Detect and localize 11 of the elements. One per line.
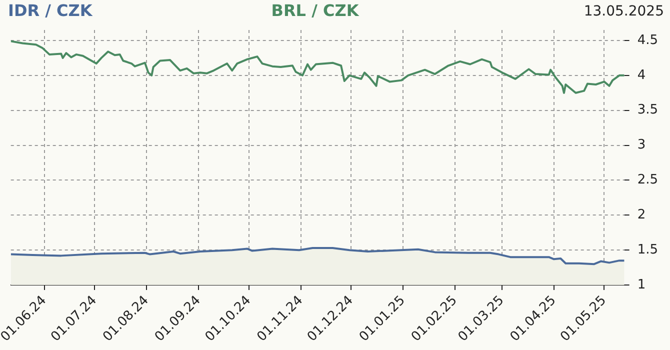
text: IDR / CZK <box>8 1 93 20</box>
y-tick-label: 4.5 <box>637 32 658 48</box>
y-tick-label: 3.5 <box>637 102 658 118</box>
y-tick-label: 2.5 <box>637 172 658 188</box>
text: 13.05.2025 <box>584 4 664 20</box>
y-tick-label: 1 <box>637 277 646 292</box>
y-tick-label: 2 <box>637 208 646 223</box>
y-tick-label: 4 <box>637 68 646 83</box>
text: BRL / CZK <box>271 1 360 20</box>
y-tick-label: 1.5 <box>637 242 658 258</box>
y-tick-label: 3 <box>637 138 646 153</box>
